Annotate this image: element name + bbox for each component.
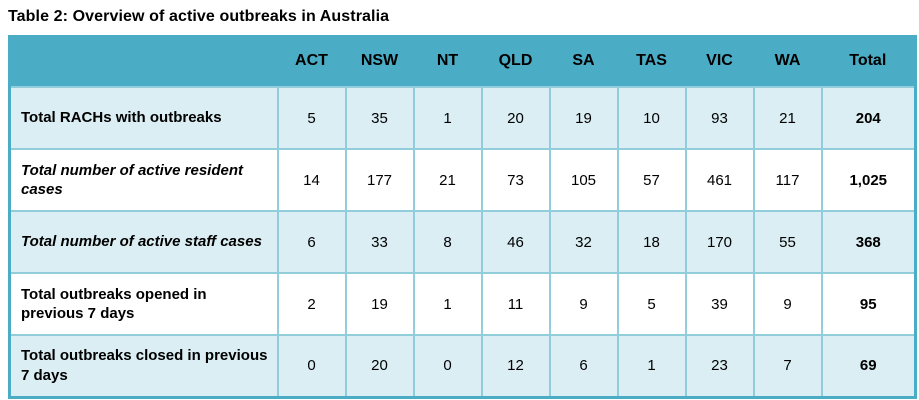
data-cell: 55 xyxy=(752,210,823,274)
total-cell: 69 xyxy=(820,334,917,398)
column-header-tas: TAS xyxy=(617,35,686,87)
data-cell: 21 xyxy=(752,86,823,150)
table-row-rachs-with-outbreaks: Total RACHs with outbreaks 5 35 1 20 19 … xyxy=(8,86,917,150)
data-cell: 21 xyxy=(412,148,483,212)
data-cell: 35 xyxy=(344,86,415,150)
data-cell: 1 xyxy=(616,334,687,398)
total-cell: 1,025 xyxy=(820,148,917,212)
data-cell: 57 xyxy=(616,148,687,212)
data-cell: 20 xyxy=(344,334,415,398)
data-cell: 117 xyxy=(752,148,823,212)
data-cell: 2 xyxy=(276,272,347,336)
table-row-outbreaks-closed-7-days: Total outbreaks closed in previous 7 day… xyxy=(8,334,917,398)
column-header-nsw: NSW xyxy=(345,35,414,87)
data-cell: 6 xyxy=(276,210,347,274)
data-cell: 8 xyxy=(412,210,483,274)
data-cell: 39 xyxy=(684,272,755,336)
table-row-outbreaks-opened-7-days: Total outbreaks opened in previous 7 day… xyxy=(8,272,917,336)
row-label: Total number of active staff cases xyxy=(8,210,279,274)
column-header-wa: WA xyxy=(753,35,822,87)
data-cell: 32 xyxy=(548,210,619,274)
data-cell: 9 xyxy=(548,272,619,336)
data-cell: 23 xyxy=(684,334,755,398)
data-cell: 7 xyxy=(752,334,823,398)
data-cell: 0 xyxy=(412,334,483,398)
data-cell: 19 xyxy=(548,86,619,150)
data-cell: 93 xyxy=(684,86,755,150)
data-cell: 1 xyxy=(412,86,483,150)
data-cell: 9 xyxy=(752,272,823,336)
data-cell: 46 xyxy=(480,210,551,274)
column-header-qld: QLD xyxy=(481,35,550,87)
data-cell: 5 xyxy=(616,272,687,336)
row-label: Total outbreaks opened in previous 7 day… xyxy=(8,272,279,336)
row-label: Total RACHs with outbreaks xyxy=(8,86,279,150)
data-cell: 461 xyxy=(684,148,755,212)
data-cell: 73 xyxy=(480,148,551,212)
row-label: Total number of active resident cases xyxy=(8,148,279,212)
column-header-total: Total xyxy=(821,35,916,87)
data-cell: 10 xyxy=(616,86,687,150)
data-cell: 170 xyxy=(684,210,755,274)
data-cell: 20 xyxy=(480,86,551,150)
data-cell: 11 xyxy=(480,272,551,336)
total-cell: 95 xyxy=(820,272,917,336)
data-cell: 12 xyxy=(480,334,551,398)
column-header-sa: SA xyxy=(549,35,618,87)
column-header-nt: NT xyxy=(413,35,482,87)
total-cell: 204 xyxy=(820,86,917,150)
data-cell: 19 xyxy=(344,272,415,336)
table-row-active-staff-cases: Total number of active staff cases 6 33 … xyxy=(8,210,917,274)
header-row: ACT NSW NT QLD SA TAS VIC WA Total xyxy=(9,35,916,87)
data-cell: 18 xyxy=(616,210,687,274)
column-header-vic: VIC xyxy=(685,35,754,87)
header-spacer-cell xyxy=(9,35,278,87)
data-cell: 1 xyxy=(412,272,483,336)
row-label: Total outbreaks closed in previous 7 day… xyxy=(8,334,279,398)
data-cell: 33 xyxy=(344,210,415,274)
data-cell: 0 xyxy=(276,334,347,398)
data-cell: 6 xyxy=(548,334,619,398)
table-row-active-resident-cases: Total number of active resident cases 14… xyxy=(8,148,917,212)
data-cell: 5 xyxy=(276,86,347,150)
outbreaks-table: ACT NSW NT QLD SA TAS VIC WA Total Total… xyxy=(8,35,917,399)
data-cell: 105 xyxy=(548,148,619,212)
total-cell: 368 xyxy=(820,210,917,274)
table-caption: Table 2: Overview of active outbreaks in… xyxy=(8,8,390,25)
column-header-act: ACT xyxy=(277,35,346,87)
data-cell: 177 xyxy=(344,148,415,212)
data-cell: 14 xyxy=(276,148,347,212)
